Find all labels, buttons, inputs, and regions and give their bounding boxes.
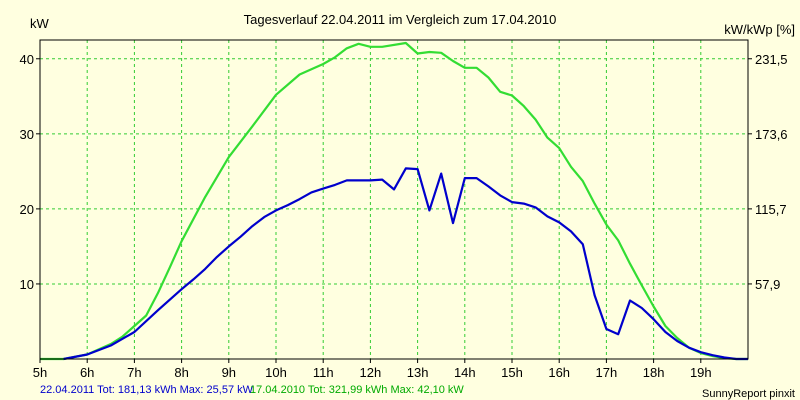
left-axis-unit: kW [30,16,50,31]
y-tick-label-left: 30 [20,127,34,142]
x-tick-label: 12h [360,365,382,380]
x-tick-label: 7h [127,365,141,380]
y-tick-label-right: 173,6 [755,127,788,142]
plot-area [40,40,748,359]
credit-label: SunnyReport pinxit [702,388,795,400]
series-line-17.04.2010 [40,41,748,361]
y-tick-label-left: 40 [20,52,34,67]
chart-title: Tagesverlauf 22.04.2011 im Vergleich zum… [244,12,557,27]
x-tick-label: 19h [690,365,712,380]
x-tick-label: 6h [80,365,94,380]
legend-2010: 17.04.2010 Tot: 321,99 kWh Max: 42,10 kW [250,384,464,396]
series-layer [40,41,748,361]
plot-frame [39,39,749,360]
x-tick-label: 11h [313,365,334,380]
series-line-22.04.2011 [63,167,748,361]
x-tick-label: 14h [454,365,476,380]
x-tick-label: 16h [548,365,570,380]
x-tick-label: 5h [33,365,47,380]
x-tick-label: 9h [222,365,236,380]
y-tick-label-right: 115,7 [755,202,787,217]
x-tick-label: 13h [407,365,429,380]
x-tick-label: 15h [501,365,523,380]
y-tick-label-right: 57,9 [755,277,780,292]
y-tick-label-right: 231,5 [755,52,788,67]
x-tick-label: 17h [596,365,618,380]
y-tick-label-left: 20 [20,202,34,217]
right-axis-unit: kW/kWp [%] [724,22,795,37]
x-tick-label: 10h [265,365,287,380]
legend-2011: 22.04.2011 Tot: 181,13 kWh Max: 25,57 kW [40,384,254,396]
x-tick-label: 8h [174,365,188,380]
x-tick-label: 18h [643,365,665,380]
tick-labels: 5h 6h 7h 8h 9h 10h 11h 12h 13h 14h 15h 16h 17h 18h 19h… [20,52,788,380]
y-tick-label-left: 10 [20,277,34,292]
